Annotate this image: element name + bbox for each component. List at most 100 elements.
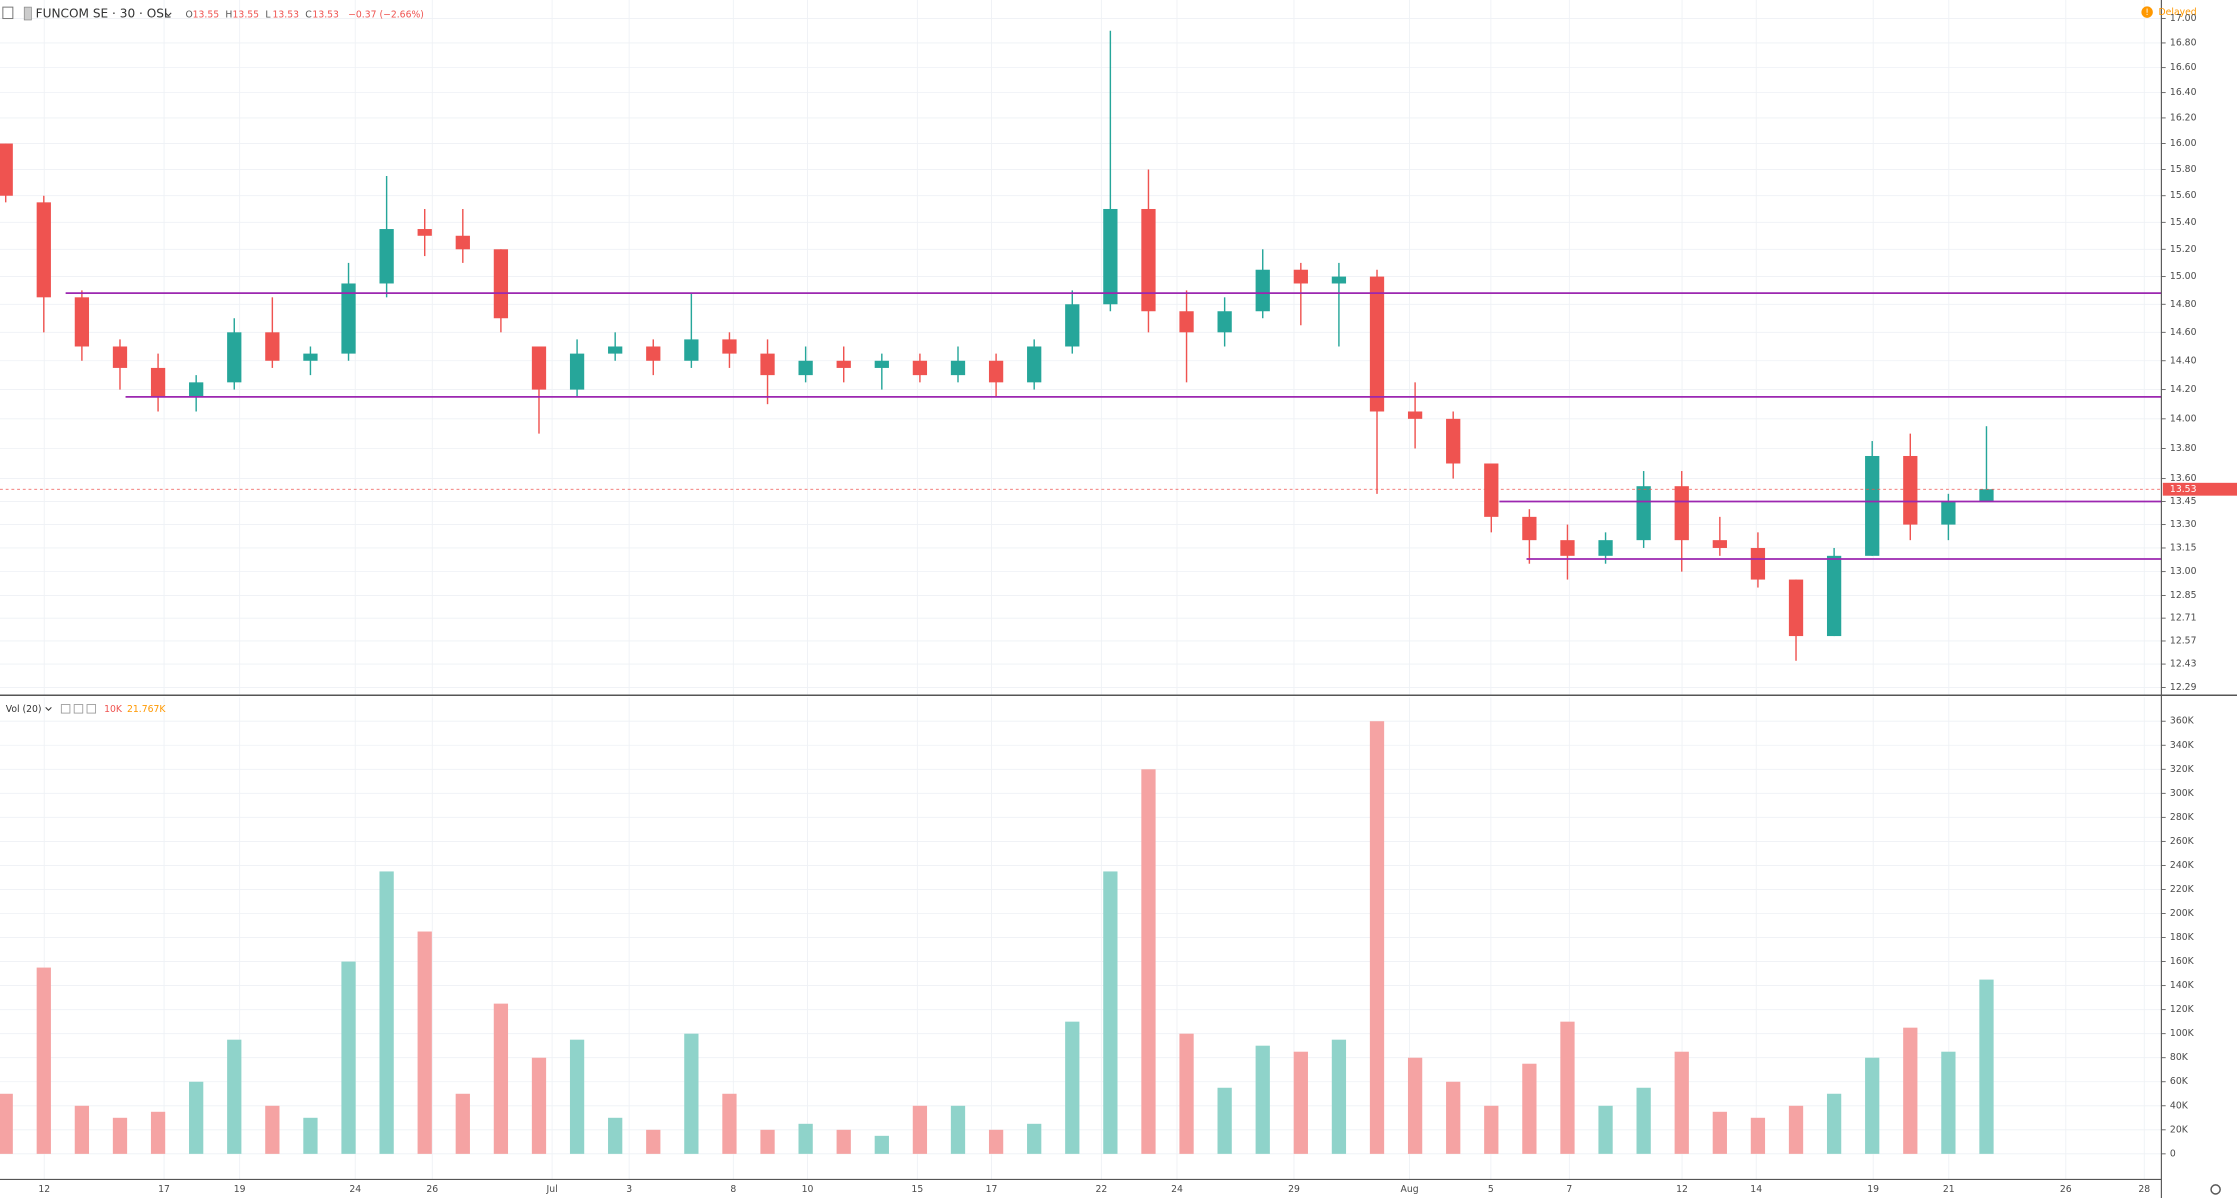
delayed-icon xyxy=(2141,6,2153,18)
candle-body xyxy=(1826,555,1842,637)
volume-bar xyxy=(1484,1105,1499,1154)
y-tick-label: 12.57 xyxy=(2170,635,2197,646)
volume-bar xyxy=(912,1105,928,1154)
y-tick-label: 14.20 xyxy=(2170,384,2197,395)
y-tick-label: 200K xyxy=(2170,908,2195,919)
volume-bar xyxy=(646,1129,661,1154)
candle-body xyxy=(569,353,585,390)
volume-bar xyxy=(417,931,432,1154)
symbol[interactable]: FUNCOM SE · 30 · OSL xyxy=(36,7,171,21)
indicator-settings[interactable] xyxy=(60,704,71,714)
y-tick-label: 13.45 xyxy=(2170,496,2197,507)
indicator-remove[interactable] xyxy=(86,704,97,714)
y-tick-label: 16.80 xyxy=(2170,37,2197,48)
volume-bar xyxy=(1255,1045,1270,1154)
candle-body xyxy=(1674,486,1689,541)
candle-body xyxy=(303,353,318,361)
candle-body xyxy=(379,229,394,284)
volume-bar xyxy=(1217,1087,1232,1154)
ohlc-label: O xyxy=(185,9,192,20)
candle-body xyxy=(1179,311,1194,333)
y-tick-label: 340K xyxy=(2170,740,2195,751)
grid-layer xyxy=(0,0,2162,1180)
candle-body xyxy=(722,339,737,354)
collapse-icon[interactable] xyxy=(2,6,14,20)
x-tick-label: Aug xyxy=(1400,1184,1418,1195)
ohlc-label: H xyxy=(225,9,232,20)
x-tick-label: 17 xyxy=(158,1184,170,1195)
y-tick-label: 17.00 xyxy=(2170,13,2197,24)
marks-layer xyxy=(0,30,2162,1154)
y-tick-label: 120K xyxy=(2170,1004,2195,1015)
y-tick-label: 360K xyxy=(2170,716,2195,727)
x-tick-label: 12 xyxy=(1676,1184,1688,1195)
volume-bar xyxy=(1674,1051,1689,1154)
y-tick-label: 60K xyxy=(2170,1076,2189,1087)
x-tick-label: 26 xyxy=(426,1184,438,1195)
y-tick-label: 240K xyxy=(2170,860,2195,871)
y-tick-label: 14.60 xyxy=(2170,327,2197,338)
y-tick-label: 160K xyxy=(2170,956,2195,967)
volume-bar xyxy=(988,1129,1004,1154)
ohlc-value: 13.53 xyxy=(272,9,299,20)
candle-body xyxy=(608,346,623,354)
y-tick-label: 40K xyxy=(2170,1100,2189,1111)
y-tick-label: 300K xyxy=(2170,788,2195,799)
candle-body xyxy=(265,332,280,361)
y-tick-label: 15.00 xyxy=(2170,271,2197,282)
volume-bar xyxy=(1065,1021,1080,1154)
y-tick-label: 140K xyxy=(2170,980,2195,991)
candle-body xyxy=(1103,208,1118,305)
symbol-dropdown[interactable] xyxy=(165,12,172,17)
y-tick-label: 80K xyxy=(2170,1052,2189,1063)
candle-body xyxy=(1331,276,1347,284)
volume-bar xyxy=(874,1135,889,1154)
ohlc-label: L xyxy=(265,9,271,20)
candle-body xyxy=(455,235,470,250)
symbol-icon xyxy=(23,6,32,21)
x-tick-label: 21 xyxy=(1943,1184,1955,1195)
volume-bar xyxy=(1941,1051,1956,1154)
y-tick-label: 180K xyxy=(2170,932,2195,943)
volume-bar xyxy=(531,1057,547,1154)
indicator-dropdown[interactable] xyxy=(45,707,52,711)
volume-bar xyxy=(1407,1057,1423,1154)
volume-bar xyxy=(74,1105,90,1154)
volume-bar xyxy=(1369,721,1385,1154)
y-tick-label: 13.80 xyxy=(2170,443,2197,454)
volume-bar xyxy=(189,1081,204,1154)
x-tick-label: 22 xyxy=(1095,1184,1107,1195)
candle-body xyxy=(1255,269,1270,312)
volume-bar xyxy=(722,1093,737,1154)
y-tick-label: 15.80 xyxy=(2170,164,2197,175)
candle-body xyxy=(1217,311,1232,333)
candle-body xyxy=(1865,455,1880,556)
candle-body xyxy=(1788,579,1804,637)
delayed-status[interactable]: Delayed xyxy=(2159,7,2197,18)
volume-bar xyxy=(1750,1117,1766,1154)
y-tick-label: 12.29 xyxy=(2170,682,2197,693)
settings-gear[interactable] xyxy=(2210,1184,2221,1195)
candle-body xyxy=(798,360,813,376)
y-tick-label: 15.20 xyxy=(2170,244,2197,255)
y-tick-label: 260K xyxy=(2170,836,2195,847)
volume-bar xyxy=(684,1033,699,1154)
indicator-visibility[interactable] xyxy=(73,704,84,714)
volume-indicator-name[interactable]: Vol (20) xyxy=(6,704,42,715)
candle-body xyxy=(1141,208,1156,312)
candle-body xyxy=(1560,540,1575,556)
x-tick-label: 3 xyxy=(626,1184,632,1195)
y-tick-label: 15.40 xyxy=(2170,217,2197,228)
candle-body xyxy=(1484,463,1499,517)
candle-body xyxy=(646,346,661,361)
candle-body xyxy=(0,143,13,196)
volume-bar xyxy=(1331,1039,1347,1154)
volume-bar xyxy=(1712,1111,1727,1154)
volume-bar xyxy=(493,1003,509,1154)
x-tick-label: 24 xyxy=(1171,1184,1183,1195)
candle-body xyxy=(836,360,851,368)
x-tick-label: 8 xyxy=(730,1184,736,1195)
